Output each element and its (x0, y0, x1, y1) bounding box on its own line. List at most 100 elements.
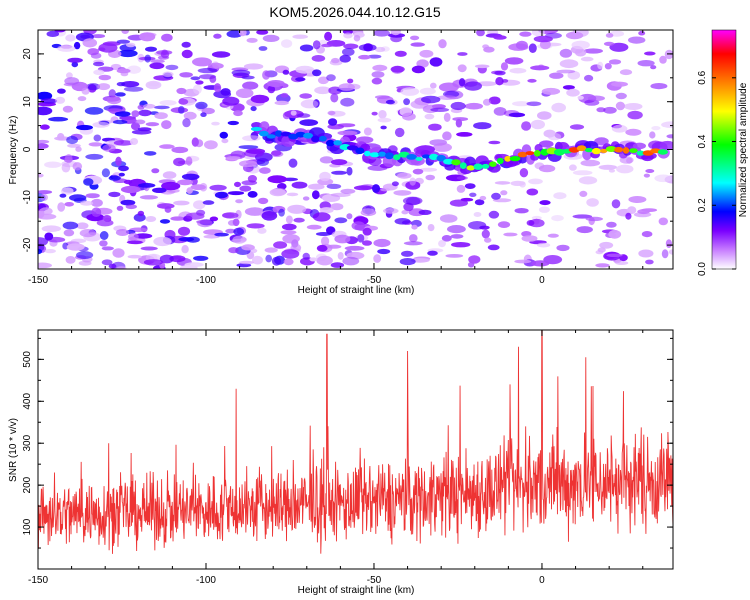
spectrogram-noise-cell (539, 140, 554, 148)
spectrogram-noise-cell (469, 192, 477, 197)
x-tick-label: -150 (28, 275, 48, 286)
spectrogram-noise-cell (562, 85, 575, 90)
spectrogram-noise-cell (221, 138, 229, 144)
spectrogram-noise-cell (450, 101, 466, 111)
spectrogram-noise-cell (645, 259, 654, 265)
spectrogram-noise-cell (315, 232, 332, 236)
ridge-core-cell (451, 159, 461, 166)
spectrogram-noise-cell (252, 255, 263, 265)
ridge-core-cell (466, 165, 475, 171)
spectrogram-noise-cell (533, 218, 540, 225)
spectrogram-noise-cell (377, 117, 392, 123)
spectrogram-noise-cell (271, 150, 282, 157)
spectrogram-noise-cell (488, 96, 501, 105)
spectrogram-x-label: Height of straight line (km) (298, 285, 415, 296)
spectrogram-noise-cell (264, 247, 278, 253)
spectrogram-noise-cell (627, 206, 637, 215)
spectrogram-noise-cell (559, 48, 573, 58)
spectrogram-noise-cell (290, 110, 297, 116)
spectrogram-noise-cell (159, 219, 171, 224)
spectrogram-noise-cell (140, 246, 158, 251)
spectrogram-noise-cell (527, 78, 537, 83)
spectrogram-noise-cell (181, 41, 191, 48)
spectrogram-noise-cell (120, 199, 136, 206)
spectrogram-noise-cell (233, 110, 243, 117)
spectrogram-noise-cell (112, 248, 125, 258)
spectrogram-noise-cell (661, 249, 669, 259)
spectrogram-noise-cell (227, 191, 245, 196)
spectrogram-noise-cell (651, 126, 661, 131)
spectrogram-noise-cell (232, 218, 240, 227)
spectrogram-noise-cell (608, 229, 622, 239)
spectrogram-noise-cell (347, 78, 354, 84)
spectrogram-noise-cell (139, 32, 157, 37)
spectrogram-noise-cell (427, 224, 435, 232)
spectrogram-noise-cell (302, 196, 310, 201)
spectrogram-noise-cell (38, 106, 53, 116)
spectrogram-noise-cell (267, 80, 285, 88)
spectrogram-noise-cell (334, 217, 348, 224)
spectrogram-noise-cell (123, 86, 144, 92)
spectrogram-noise-cell (59, 193, 67, 198)
spectrogram-noise-cell (409, 177, 417, 186)
spectrogram-noise-cell (299, 44, 314, 52)
y-tick-label: 200 (22, 476, 33, 493)
spectrogram-noise-cell (619, 69, 633, 76)
ridge-core-cell (614, 146, 624, 153)
spectrogram-noise-cell (153, 105, 170, 110)
spectrogram-noise-cell (197, 67, 218, 74)
spectrogram-noise-cell (606, 253, 623, 258)
spectrogram-noise-cell (595, 250, 604, 255)
spectrogram-noise-cell (154, 112, 168, 120)
spectrogram-noise-cell (346, 166, 353, 176)
spectrogram-noise-cell (179, 72, 193, 78)
spectrogram-noise-cell (108, 263, 117, 269)
spectrogram-noise-cell (281, 39, 293, 48)
spectrogram-signal-ridge (250, 121, 673, 175)
spectrogram-noise-cell (331, 170, 348, 175)
spectrogram-noise-cell (144, 54, 151, 63)
spectrogram-noise-cell (113, 140, 134, 146)
spectrogram-noise-cell (343, 43, 359, 50)
chart-title: KOM5.2026.044.10.12.G15 (269, 4, 440, 20)
ridge-core-cell (258, 130, 269, 137)
spectrogram-noise-cell (401, 210, 409, 215)
spectrogram-noise-cell (608, 59, 622, 65)
spectrogram-noise-cell (649, 131, 656, 139)
spectrogram-noise-cell (380, 187, 391, 192)
ridge-core-cell (600, 148, 608, 153)
spectrogram-noise-cell (238, 30, 247, 37)
spectrogram-noise-cell (495, 77, 504, 86)
spectrogram-noise-cell (577, 95, 584, 100)
spectrogram-noise-cell (258, 46, 268, 51)
spectrogram-noise-cell (232, 235, 247, 244)
spectrogram-noise-cell (178, 105, 185, 114)
spectrogram-noise-cell (150, 59, 165, 64)
spectrogram-noise-cell (256, 30, 269, 35)
y-tick-label: 100 (22, 518, 33, 535)
spectrogram-noise-cell (212, 62, 221, 69)
spectrogram-noise-cell (598, 164, 618, 170)
spectrogram-noise-cell (161, 120, 172, 130)
spectrogram-noise-cell (551, 215, 564, 222)
spectrogram-noise-cell (280, 230, 297, 235)
spectrogram-noise-cell (411, 65, 425, 74)
spectrogram-noise-cell (615, 261, 629, 265)
spectrogram-noise-cell (424, 113, 435, 120)
spectrogram-noise-cell (419, 49, 434, 58)
spectrogram-noise-cell (500, 62, 509, 71)
spectrogram-noise-cell (101, 168, 110, 178)
spectrogram-noise-cell (458, 78, 466, 87)
spectrogram-noise-cell (576, 226, 593, 234)
spectrogram-noise-cell (481, 229, 490, 239)
ridge-core-cell (319, 135, 327, 142)
spectrogram-noise-cell (521, 121, 532, 131)
y-tick-label: 20 (22, 48, 33, 60)
spectrogram-noise-cell (116, 82, 126, 87)
spectrogram-noise-cell (571, 40, 590, 50)
spectrogram-noise-cell (244, 149, 264, 158)
spectrogram-noise-cell (235, 88, 254, 98)
spectrogram-noise-cell (530, 65, 550, 71)
spectrogram-noise-cell (201, 107, 215, 115)
ridge-core-cell (525, 151, 535, 156)
